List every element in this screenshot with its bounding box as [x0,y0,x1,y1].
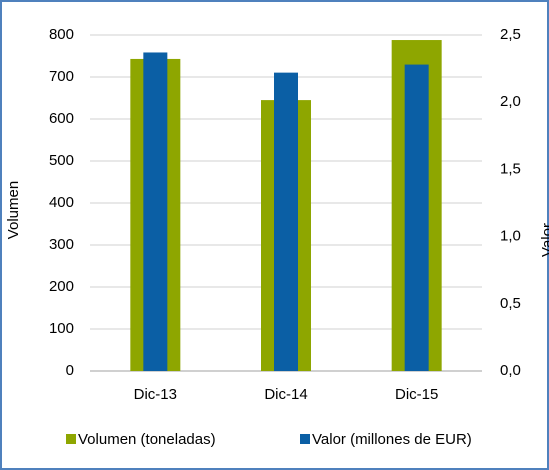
bar [404,64,429,372]
legend-label: Valor (millones de EUR) [312,431,472,448]
y2-tick-label: 2,0 [500,93,521,110]
y2-axis-label: Valor [539,223,549,257]
y-tick-label: 300 [49,236,74,253]
y2-tick-label: 0,5 [500,295,521,312]
x-tick-label: Dic-15 [395,386,438,403]
y-tick-label: 200 [49,278,74,295]
y2-tick-label: 2,5 [500,26,521,43]
y-tick-label: 400 [49,194,74,211]
legend-swatch [66,434,76,444]
y-tick-label: 600 [49,110,74,127]
y2-tick-label: 0,0 [500,362,521,379]
y2-tick-label: 1,5 [500,160,521,177]
y2-tick-label: 1,0 [500,228,521,245]
legend-label: Volumen (toneladas) [78,431,216,448]
y-tick-label: 700 [49,68,74,85]
y-tick-label: 800 [49,26,74,43]
bar [274,72,298,372]
legend-swatch [300,434,310,444]
y-tick-label: 100 [49,320,74,337]
y-axis-label: Volumen [5,181,22,239]
y-tick-label: 500 [49,152,74,169]
y-tick-label: 0 [66,362,74,379]
bar [143,52,168,372]
x-tick-label: Dic-14 [264,386,307,403]
x-tick-label: Dic-13 [134,386,177,403]
